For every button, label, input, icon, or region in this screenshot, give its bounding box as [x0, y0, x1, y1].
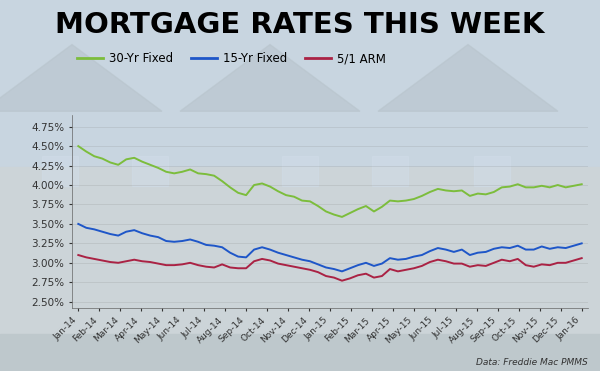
Bar [0, 167, 600, 334]
Bar [474, 156, 510, 186]
Text: MORTGAGE RATES THIS WEEK: MORTGAGE RATES THIS WEEK [55, 11, 545, 39]
Bar [132, 156, 168, 186]
Bar [42, 156, 78, 186]
Bar [282, 156, 318, 186]
Text: Data: Freddie Mac PMMS: Data: Freddie Mac PMMS [476, 358, 588, 367]
Bar [0, 0, 600, 167]
Polygon shape [378, 45, 558, 111]
Bar [372, 156, 408, 186]
Bar [0, 334, 600, 371]
Polygon shape [0, 45, 162, 111]
Legend: 30-Yr Fixed, 15-Yr Fixed, 5/1 ARM: 30-Yr Fixed, 15-Yr Fixed, 5/1 ARM [73, 47, 391, 70]
Polygon shape [180, 45, 360, 111]
